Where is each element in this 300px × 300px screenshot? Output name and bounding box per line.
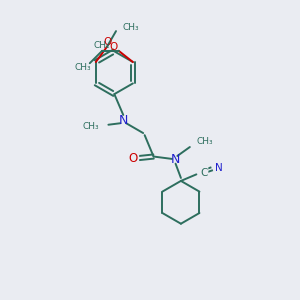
Text: CH₃: CH₃: [197, 137, 213, 146]
Text: CH₃: CH₃: [123, 23, 139, 32]
Text: O: O: [110, 42, 118, 52]
Text: O: O: [129, 152, 138, 164]
Text: N: N: [215, 163, 223, 172]
Text: N: N: [170, 153, 180, 166]
Text: N: N: [118, 114, 128, 127]
Text: O: O: [103, 37, 111, 47]
Text: CH₃: CH₃: [82, 122, 99, 131]
Text: CH₂: CH₂: [94, 41, 111, 50]
Text: C: C: [200, 168, 207, 178]
Text: CH₃: CH₃: [75, 63, 92, 72]
